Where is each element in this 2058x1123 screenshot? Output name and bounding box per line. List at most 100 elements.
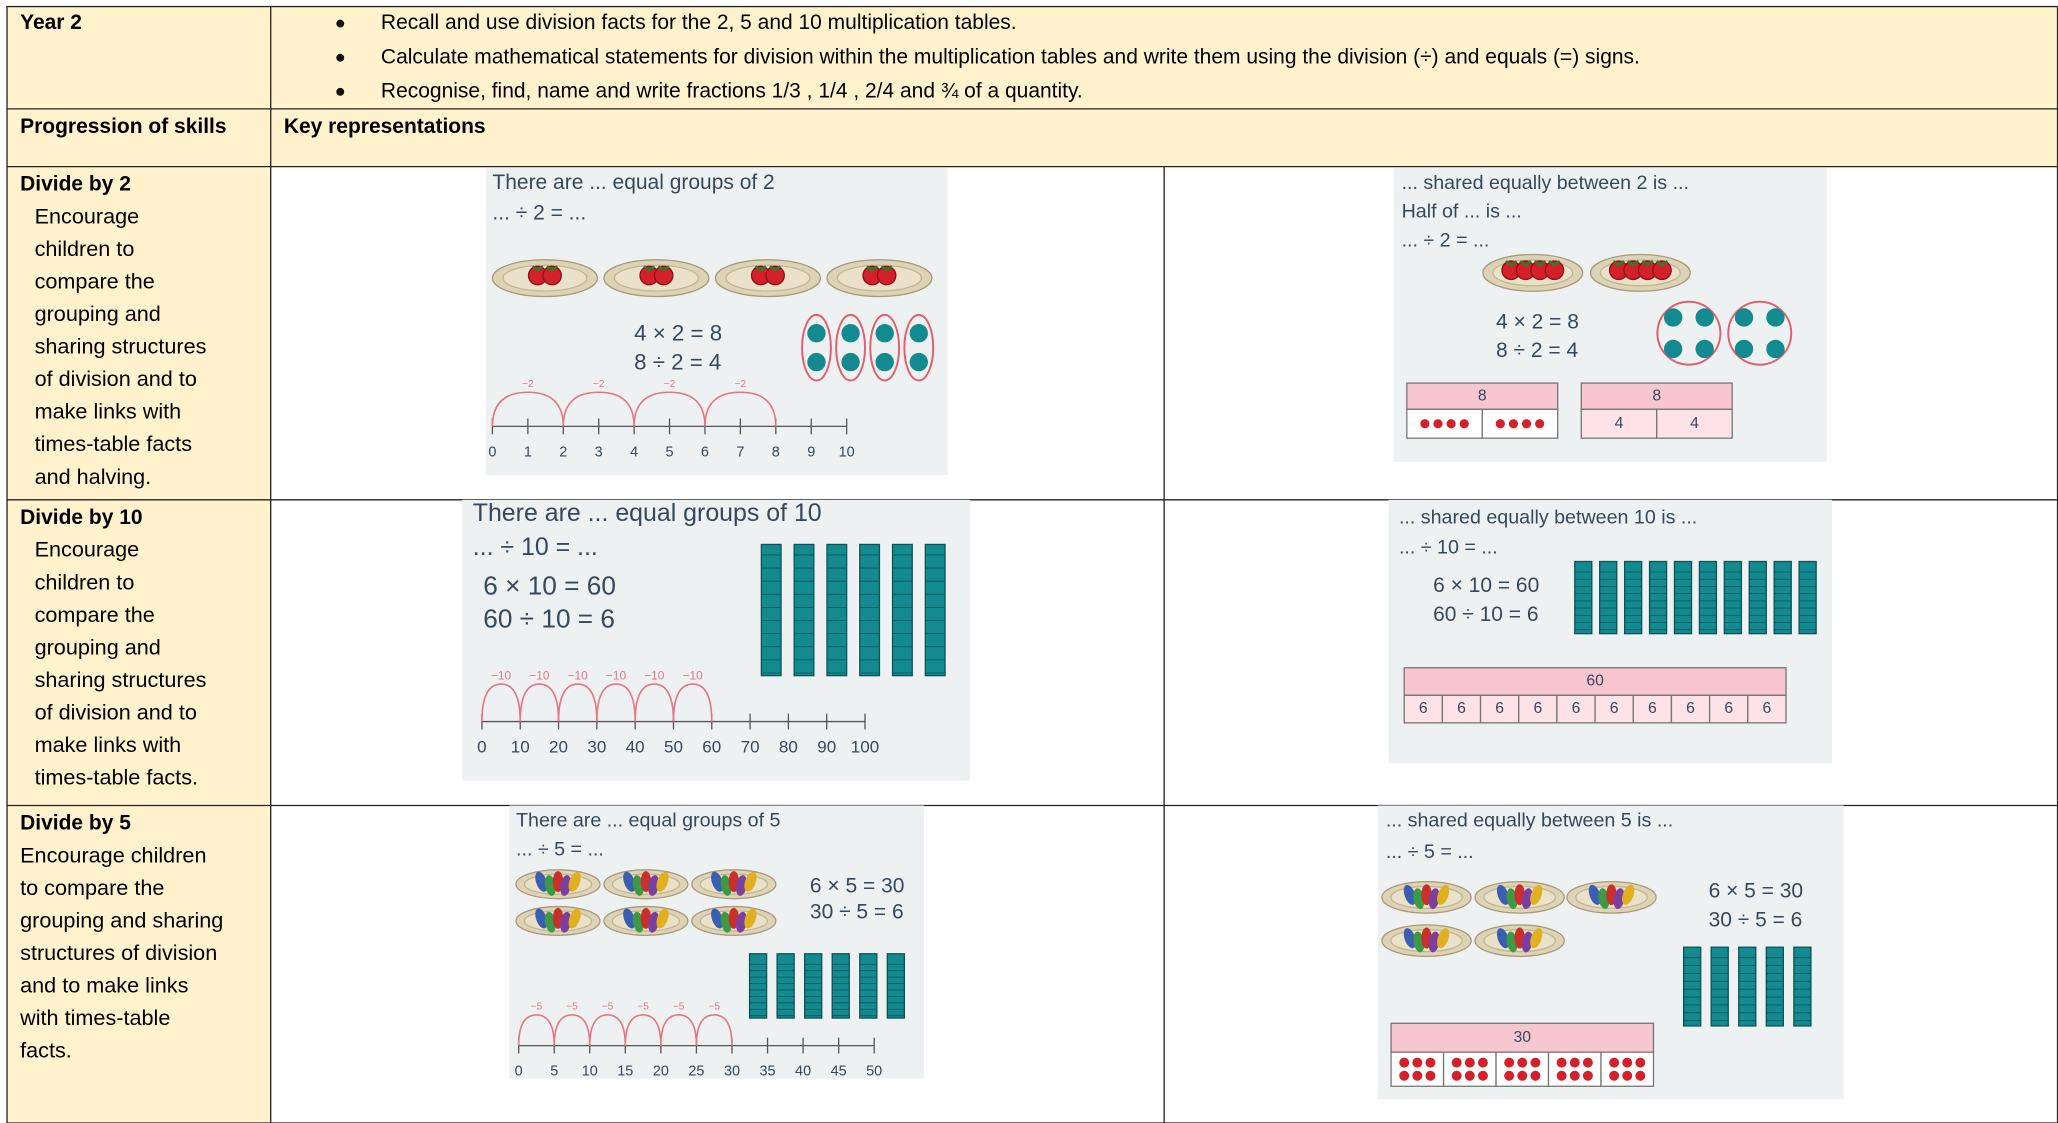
- jump-arc: [491, 391, 565, 427]
- sweet: [1437, 928, 1450, 949]
- strawberry: [765, 265, 785, 286]
- counter: [1695, 339, 1714, 359]
- counter: [807, 352, 826, 372]
- jump-arc: [704, 391, 777, 427]
- bar-part-label: 6: [1763, 700, 1772, 717]
- jump-label: −10: [491, 668, 512, 682]
- sweet: [735, 911, 747, 933]
- number-line-label: 10: [582, 1064, 598, 1080]
- number-line-label: 5: [666, 444, 674, 460]
- sweet: [1521, 888, 1533, 910]
- counter: [1446, 419, 1456, 429]
- plate: [491, 259, 599, 298]
- picture-caption: ... ÷ 2 = ...: [492, 201, 586, 224]
- counter: [1464, 1070, 1475, 1081]
- strawberry-leaf: [1612, 260, 1625, 267]
- plate: [826, 259, 933, 298]
- bar-part-label: 6: [1419, 700, 1428, 717]
- strawberry-leaf: [1533, 260, 1547, 267]
- sweet: [1428, 931, 1440, 953]
- jump-arc: [588, 1014, 627, 1046]
- sweet: [568, 871, 581, 892]
- ten-rod: [760, 543, 782, 677]
- row-description: children to: [35, 569, 135, 594]
- bar-part: [1403, 694, 1444, 724]
- number-line-label: 10: [511, 737, 530, 756]
- bar-part-label: 4: [1690, 415, 1699, 432]
- strawberry-leaf: [531, 265, 544, 272]
- number-fact: 6 × 5 = 30: [810, 874, 905, 897]
- jump-arc: [562, 391, 635, 427]
- sweet: [744, 871, 757, 892]
- strawberry-leaf: [880, 265, 893, 272]
- plate: [1474, 880, 1565, 914]
- year-label: Year 2: [20, 11, 82, 34]
- ten-rod: [1738, 946, 1757, 1027]
- row-description: of division and to: [35, 699, 197, 724]
- jump-label: −2: [522, 379, 534, 390]
- jump-arc: [634, 683, 675, 722]
- counter: [1399, 1057, 1410, 1068]
- ten-rod: [1793, 946, 1812, 1027]
- strawberry-leaf: [643, 265, 656, 272]
- row-description: facts.: [20, 1038, 72, 1063]
- number-line-label: 50: [664, 737, 683, 756]
- counter: [1609, 1070, 1620, 1081]
- counter: [909, 352, 928, 372]
- jump-arc: [557, 683, 598, 722]
- bar-part: [1547, 1051, 1602, 1087]
- row-title: Divide by 2: [20, 173, 131, 196]
- counter: [1451, 1070, 1462, 1081]
- counter: [909, 324, 928, 343]
- number-line-label: 0: [477, 737, 486, 756]
- bar-part: [1580, 408, 1658, 439]
- ten-rod: [886, 953, 906, 1019]
- picture-caption: ... shared equally between 5 is ...: [1386, 809, 1673, 831]
- jump-arc: [517, 1014, 556, 1046]
- sweet: [711, 871, 724, 892]
- skills-column: [7, 166, 271, 1123]
- jump-label: −5: [673, 1002, 685, 1013]
- strawberry-leaf: [1655, 260, 1669, 267]
- number-line-label: 4: [630, 444, 638, 460]
- counter: [1517, 1070, 1528, 1081]
- row-description: and to make links: [20, 973, 188, 998]
- jump-label: −10: [683, 668, 704, 682]
- number-line-label: 30: [724, 1064, 740, 1080]
- counter: [1464, 1057, 1475, 1068]
- sweet: [1530, 884, 1543, 905]
- jump-label: −10: [568, 668, 589, 682]
- number-fact: 6 × 10 = 60: [483, 571, 616, 601]
- counter: [841, 324, 860, 343]
- row-description: make links with: [35, 732, 182, 757]
- counter: [1530, 1070, 1541, 1081]
- counter: [1569, 1070, 1580, 1081]
- strawberry-leaf: [657, 265, 670, 272]
- picture-caption: ... ÷ 10 = ...: [473, 533, 598, 561]
- number-line-label: 80: [779, 737, 798, 756]
- ten-rod: [748, 953, 768, 1019]
- number-line-label: 20: [653, 1064, 669, 1080]
- counter: [1766, 339, 1785, 359]
- picture-caption: ... ÷ 10 = ...: [1399, 537, 1498, 559]
- ten-rod: [776, 953, 795, 1019]
- picture-caption: ... ÷ 5 = ...: [1386, 841, 1474, 863]
- number-line-label: 50: [866, 1064, 882, 1080]
- strawberry: [1652, 260, 1672, 281]
- sweet: [623, 908, 636, 929]
- number-fact: 30 ÷ 5 = 6: [810, 901, 904, 924]
- sweet: [648, 875, 660, 896]
- bar-part: [1632, 694, 1673, 724]
- strawberry-leaf: [754, 265, 767, 272]
- counter: [1556, 1070, 1567, 1081]
- column-heading: Key representations: [284, 115, 486, 138]
- objective: Recall and use division facts for the 2,…: [381, 11, 1017, 34]
- jump-label: −5: [708, 1002, 720, 1013]
- strawberry-leaf: [769, 265, 782, 272]
- row-description: sharing structures: [35, 334, 207, 359]
- plate: [691, 905, 777, 937]
- picture-caption: ... shared equally between 10 is ...: [1399, 506, 1697, 528]
- row-description: grouping and: [35, 301, 161, 326]
- row-description: grouping and sharing: [20, 907, 223, 932]
- counter: [1508, 419, 1519, 429]
